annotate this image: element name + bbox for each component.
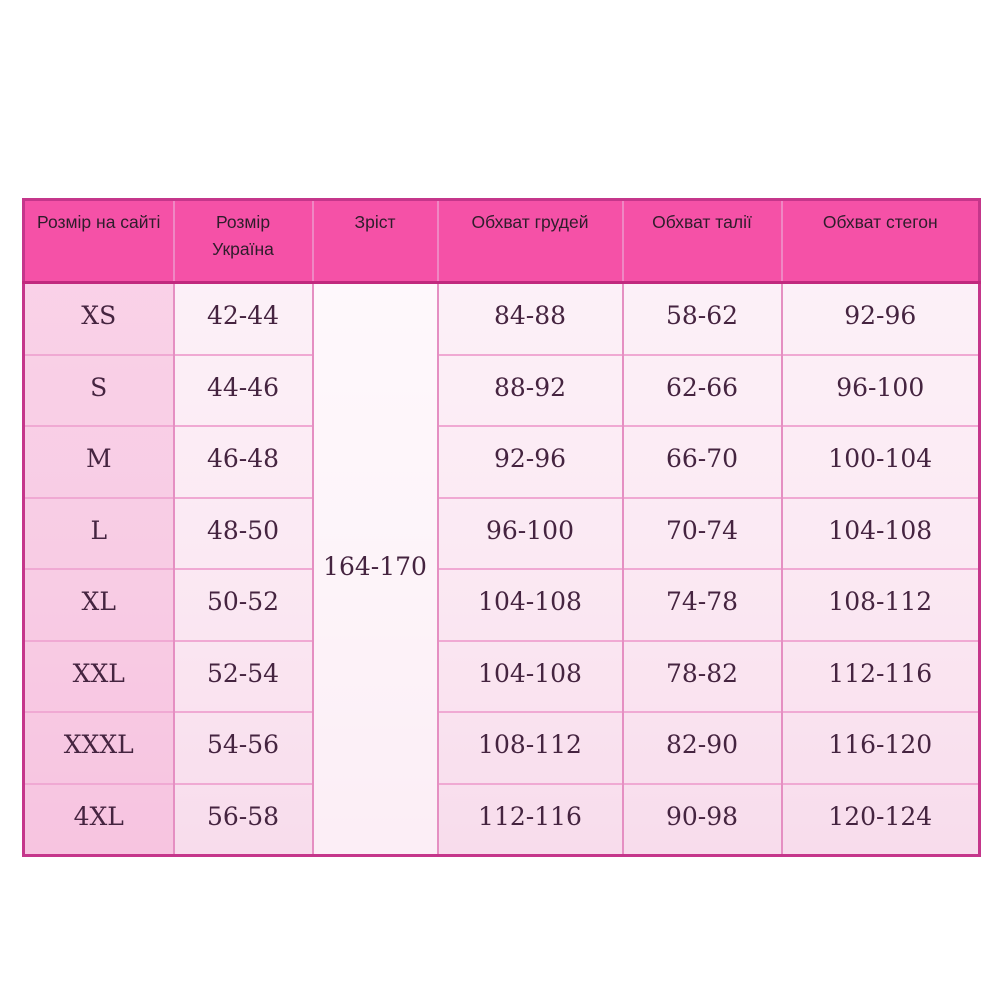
table-row-m: M 46-48 92-96 66-70 100-104 <box>23 425 980 498</box>
chest-cell: 92-96 <box>436 425 623 498</box>
chest-cell: 112-116 <box>436 782 623 856</box>
site-size-cell: XL <box>23 568 174 641</box>
ua-size-cell: 52-54 <box>172 639 313 712</box>
header-cell-обхват-стегон: Обхват стегон <box>780 199 980 284</box>
size-chart-header: Розмір на сайті Розмір Україна Зріст Обхват… <box>23 199 980 284</box>
header-cell-обхват-талії: Обхват талії <box>621 199 782 284</box>
ua-size-cell: 42-44 <box>172 282 313 355</box>
hips-cell: 100-104 <box>780 425 980 498</box>
size-chart-body: XS 42-44 164-170 84-88 58-62 92-96 S 44-46 88-92… <box>23 282 980 856</box>
ua-size-cell: 50-52 <box>172 568 313 641</box>
table-row-xxl: XXL 52-54 104-108 78-82 112-116 <box>23 639 980 712</box>
chest-cell: 88-92 <box>436 353 623 426</box>
hips-cell: 92-96 <box>780 282 980 355</box>
ua-size-cell: 44-46 <box>172 353 313 426</box>
header-row: Розмір на сайті Розмір Україна Зріст Обхват… <box>23 199 980 284</box>
site-size-cell: XXXL <box>23 711 174 784</box>
chest-cell: 108-112 <box>436 711 623 784</box>
waist-cell: 62-66 <box>621 353 782 426</box>
waist-cell: 58-62 <box>621 282 782 355</box>
header-cell-обхват-грудей: Обхват грудей <box>436 199 623 284</box>
waist-cell: 82-90 <box>621 711 782 784</box>
waist-cell: 70-74 <box>621 496 782 569</box>
waist-cell: 74-78 <box>621 568 782 641</box>
waist-cell: 90-98 <box>621 782 782 856</box>
table-row-l: L 48-50 96-100 70-74 104-108 <box>23 496 980 569</box>
site-size-cell: 4XL <box>23 782 174 856</box>
waist-cell: 78-82 <box>621 639 782 712</box>
table-row-4xl: 4XL 56-58 112-116 90-98 120-124 <box>23 782 980 856</box>
size-chart-container: Розмір на сайті Розмір Україна Зріст Обхват… <box>22 198 981 857</box>
site-size-cell: XS <box>23 282 174 355</box>
header-cell-зріст: Зріст <box>311 199 438 284</box>
site-size-cell: XXL <box>23 639 174 712</box>
table-row-xs: XS 42-44 164-170 84-88 58-62 92-96 <box>23 282 980 856</box>
hips-cell: 108-112 <box>780 568 980 641</box>
hips-cell: 112-116 <box>780 639 980 712</box>
waist-cell: 66-70 <box>621 425 782 498</box>
hips-cell: 96-100 <box>780 353 980 426</box>
table-row-xl: XL 50-52 104-108 74-78 108-112 <box>23 568 980 641</box>
hips-cell: 120-124 <box>780 782 980 856</box>
table-row-xxxl: XXXL 54-56 108-112 82-90 116-120 <box>23 711 980 784</box>
ua-size-cell: 48-50 <box>172 496 313 569</box>
header-cell-розмір-на-сайті: Розмір на сайті <box>23 199 174 284</box>
ua-size-cell: 56-58 <box>172 782 313 856</box>
size-chart-table: Розмір на сайті Розмір Україна Зріст Обхват… <box>22 198 981 857</box>
hips-cell: 104-108 <box>780 496 980 569</box>
site-size-cell: L <box>23 496 174 569</box>
site-size-cell: S <box>23 353 174 426</box>
hips-cell: 116-120 <box>780 711 980 784</box>
chest-cell: 104-108 <box>436 568 623 641</box>
chest-cell: 96-100 <box>436 496 623 569</box>
height-merged-cell: 164-170 <box>311 282 438 856</box>
table-row-s: S 44-46 88-92 62-66 96-100 <box>23 353 980 426</box>
chest-cell: 104-108 <box>436 639 623 712</box>
ua-size-cell: 54-56 <box>172 711 313 784</box>
chest-cell: 84-88 <box>436 282 623 355</box>
site-size-cell: M <box>23 425 174 498</box>
header-cell-розмір-україна: Розмір Україна <box>172 199 313 284</box>
ua-size-cell: 46-48 <box>172 425 313 498</box>
